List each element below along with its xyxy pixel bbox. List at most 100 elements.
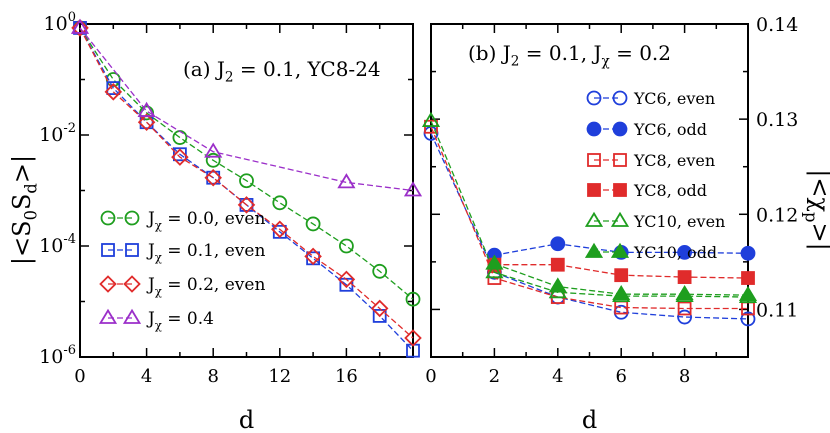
series-a-2 xyxy=(71,19,422,347)
data-point-a-0 xyxy=(372,263,388,279)
legend-marker-a xyxy=(125,243,139,257)
y-tick-label-a: 100 xyxy=(44,10,76,35)
x-tick-label-b: 4 xyxy=(552,366,563,387)
data-point-a-2 xyxy=(104,83,123,101)
data-point-a-0 xyxy=(338,238,354,254)
data-point-a-1 xyxy=(372,309,387,323)
data-point-a-2 xyxy=(304,247,322,266)
data-point-a-0 xyxy=(239,173,254,189)
data-point-a-3 xyxy=(403,181,423,197)
plot-frame-b xyxy=(430,23,749,358)
legend-item-a-2 xyxy=(99,275,141,293)
data-point-a-0 xyxy=(305,216,321,232)
panel-a-title: (a) J2 = 0.1, YC8-24 xyxy=(183,57,381,86)
data-point-b-5 xyxy=(675,284,694,301)
panel-a xyxy=(70,18,423,358)
data-point-a-2 xyxy=(237,196,256,214)
x-tick-label-b: 6 xyxy=(615,366,626,387)
y-axis-label-b: |<χp>| xyxy=(801,169,830,250)
data-point-a-2 xyxy=(204,168,222,187)
data-point-b-1 xyxy=(677,244,692,260)
legend-item-b-5 xyxy=(584,242,630,258)
y-tick-label-b: 0.14 xyxy=(756,14,798,36)
series-line-a-3 xyxy=(79,27,414,192)
legend-marker-b xyxy=(610,242,630,258)
data-point-b-3 xyxy=(614,268,629,283)
legend-marker-b xyxy=(584,211,604,227)
x-axis-label-b: d xyxy=(582,406,597,433)
legend-label-b-0: YC6, even xyxy=(633,89,715,108)
legend-label-b-2: YC8, even xyxy=(633,151,715,170)
legend-marker-a xyxy=(101,243,115,257)
data-point-a-1 xyxy=(106,81,121,95)
data-point-b-1 xyxy=(550,236,566,252)
legend-marker-a xyxy=(100,210,116,226)
legend-marker-a xyxy=(123,275,141,293)
x-tick-label-b: 0 xyxy=(425,366,436,387)
y-tick-label-a: 10-4 xyxy=(39,232,76,257)
legend-item-a-1 xyxy=(101,243,139,257)
x-axis-label-a: d xyxy=(239,406,254,433)
data-point-a-2 xyxy=(171,148,189,166)
y-tick-label-b: 0.12 xyxy=(756,204,798,226)
data-point-b-3 xyxy=(550,257,565,272)
legend-label-a-3: Jχ = 0.4 xyxy=(146,309,214,332)
data-point-a-3 xyxy=(204,142,223,158)
legend-marker-a xyxy=(124,210,140,226)
legend-marker-a xyxy=(122,308,142,324)
x-tick-label-a: 16 xyxy=(335,366,358,387)
y-tick-label-a: 10-6 xyxy=(39,343,76,368)
data-point-a-2 xyxy=(370,299,389,318)
panel-b-title: (b) J2 = 0.1, Jχ = 0.2 xyxy=(468,41,671,70)
data-point-b-5 xyxy=(612,284,631,301)
legend-label-a-0: Jχ = 0.0, even xyxy=(146,209,265,232)
data-point-a-2 xyxy=(404,329,422,347)
series-b-3 xyxy=(487,257,755,285)
legend-item-b-2 xyxy=(587,153,627,167)
data-point-a-2 xyxy=(337,270,356,289)
legend-marker-b xyxy=(612,121,628,137)
legend-marker-b xyxy=(613,153,627,167)
series-b-4 xyxy=(421,111,758,303)
legend-label-b-3: YC8, odd xyxy=(633,181,707,200)
data-point-a-1 xyxy=(206,170,221,185)
data-point-a-0 xyxy=(405,291,421,307)
data-point-b-5 xyxy=(548,277,567,293)
data-point-b-2 xyxy=(677,301,692,316)
legend-marker-b xyxy=(613,183,627,197)
series-b-5 xyxy=(485,254,758,302)
x-tick-label-a: 12 xyxy=(268,366,291,387)
series-line-b-4 xyxy=(430,120,749,298)
data-point-b-3 xyxy=(741,271,755,285)
data-point-a-0 xyxy=(205,152,221,168)
legend-marker-b xyxy=(586,121,602,137)
y-tick-label-b: 0.11 xyxy=(756,299,798,321)
x-tick-label-a: 4 xyxy=(141,366,152,387)
y-tick-label-a: 10-2 xyxy=(39,121,76,146)
series-line-b-0 xyxy=(430,133,749,320)
legend-marker-b xyxy=(612,90,628,106)
legend-marker-b xyxy=(587,153,601,167)
legend-item-b-1 xyxy=(586,121,628,137)
legend-label-a-2: Jχ = 0.2, even xyxy=(146,275,265,298)
data-point-b-1 xyxy=(740,245,756,261)
data-point-a-3 xyxy=(137,101,156,117)
x-tick-label-b: 2 xyxy=(489,366,500,387)
data-point-b-5 xyxy=(485,254,504,270)
legend-marker-b xyxy=(610,211,630,227)
legend-item-a-3 xyxy=(98,308,142,324)
data-point-a-2 xyxy=(71,19,89,37)
data-point-b-5 xyxy=(738,285,758,302)
legend-item-b-3 xyxy=(587,183,627,197)
data-point-a-2 xyxy=(137,113,156,131)
legend-marker-b xyxy=(586,90,602,106)
data-point-a-3 xyxy=(70,18,90,34)
data-point-a-3 xyxy=(337,173,356,189)
legend-marker-b xyxy=(587,183,601,197)
legend-label-b-5: YC10, odd xyxy=(633,243,717,262)
x-tick-label-b: 8 xyxy=(679,366,690,387)
data-point-b-0 xyxy=(740,311,756,327)
legend-item-b-0 xyxy=(586,90,628,106)
legend-item-b-4 xyxy=(584,211,630,227)
